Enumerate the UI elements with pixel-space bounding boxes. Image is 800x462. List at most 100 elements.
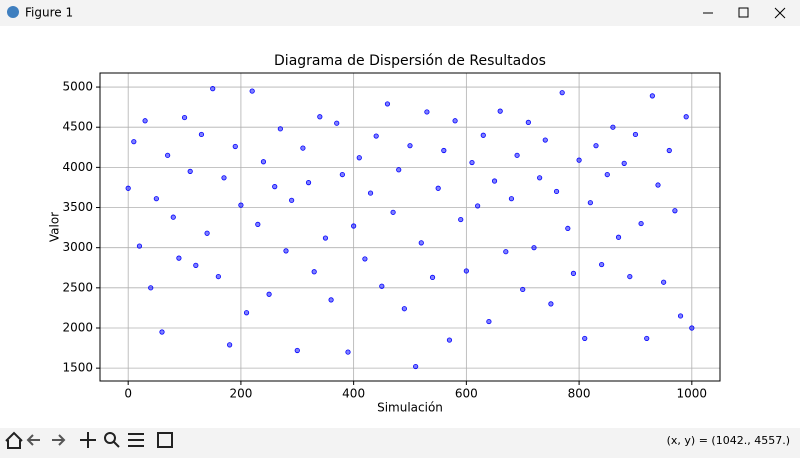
- point: [508, 196, 515, 202]
- point: [452, 118, 458, 124]
- x-axis-label: Simulación: [377, 401, 443, 415]
- title-bar: [0, 0, 800, 26]
- point: [148, 285, 154, 291]
- y-tick-label: 2000: [62, 320, 93, 334]
- point: [266, 291, 272, 297]
- point: [339, 171, 345, 178]
- point: [683, 114, 689, 120]
- point: [458, 216, 464, 223]
- point: [491, 178, 498, 184]
- point: [334, 120, 340, 126]
- configure-button[interactable]: [128, 433, 144, 447]
- y-axis-label: Valor: [48, 212, 62, 242]
- point: [632, 131, 639, 138]
- y-tick-label: 5000: [62, 80, 93, 94]
- x-tick-label: 200: [229, 387, 252, 401]
- point: [356, 155, 362, 161]
- forward-button[interactable]: [52, 434, 66, 446]
- point: [689, 325, 695, 331]
- point: [644, 335, 650, 342]
- x-tick-label: 400: [342, 387, 365, 401]
- point: [429, 274, 436, 280]
- point: [362, 256, 368, 262]
- close-button[interactable]: [774, 7, 786, 19]
- back-button[interactable]: [26, 434, 40, 446]
- point: [300, 145, 306, 151]
- point: [621, 160, 627, 166]
- point: [328, 297, 334, 303]
- y-tick-label: 3000: [62, 240, 93, 254]
- point: [255, 221, 261, 227]
- zoom-button[interactable]: [104, 432, 116, 444]
- x-tick-label: 600: [455, 387, 478, 401]
- point: [655, 182, 661, 188]
- point: [198, 131, 205, 138]
- point: [232, 143, 238, 150]
- point: [413, 363, 419, 370]
- point: [542, 137, 548, 143]
- point: [441, 147, 447, 154]
- plot: Diagrama de Dispersión de Resultados Sim…: [48, 53, 721, 415]
- point: [475, 203, 481, 209]
- point: [170, 214, 176, 220]
- point: [249, 88, 255, 94]
- point: [351, 223, 357, 229]
- point: [221, 175, 227, 181]
- point: [159, 329, 165, 335]
- point: [305, 180, 312, 186]
- point: [424, 109, 430, 115]
- point: [272, 184, 278, 190]
- point: [531, 245, 537, 251]
- point: [604, 171, 610, 178]
- point: [193, 262, 199, 268]
- point: [672, 208, 678, 214]
- point: [238, 202, 244, 208]
- x-tick-label: 0: [124, 387, 132, 401]
- chart-title: Diagrama de Dispersión de Resultados: [274, 53, 546, 69]
- point: [435, 185, 441, 191]
- point: [322, 235, 329, 241]
- point: [210, 86, 216, 92]
- save-button[interactable]: [157, 432, 173, 448]
- point: [418, 240, 424, 246]
- point: [187, 168, 193, 174]
- point: [649, 93, 655, 99]
- point: [666, 147, 672, 154]
- x-tick-label: 800: [568, 387, 591, 401]
- point: [520, 286, 526, 293]
- point: [283, 248, 289, 254]
- point: [131, 139, 137, 145]
- point: [548, 301, 554, 307]
- zoom-handle: [113, 441, 120, 448]
- point: [181, 114, 188, 121]
- point: [599, 261, 605, 268]
- point: [260, 159, 267, 165]
- point: [379, 283, 385, 289]
- plot-frame: [99, 72, 721, 382]
- pan-button[interactable]: [80, 432, 96, 448]
- home-button[interactable]: [5, 431, 23, 449]
- point: [125, 185, 131, 191]
- point: [317, 114, 323, 120]
- point: [407, 143, 413, 149]
- point: [610, 124, 616, 130]
- point: [503, 249, 509, 255]
- point: [373, 133, 379, 139]
- point: [384, 101, 391, 107]
- point: [165, 152, 171, 158]
- point: [486, 318, 492, 325]
- maximize-button[interactable]: [738, 7, 749, 18]
- point: [390, 209, 396, 215]
- point: [615, 234, 622, 240]
- point: [514, 152, 520, 158]
- point: [497, 108, 503, 114]
- point: [677, 313, 684, 319]
- point: [176, 255, 182, 261]
- point: [401, 306, 407, 312]
- point: [396, 167, 402, 173]
- point: [537, 175, 543, 181]
- point: [294, 347, 300, 354]
- point: [463, 268, 469, 274]
- point: [565, 225, 571, 232]
